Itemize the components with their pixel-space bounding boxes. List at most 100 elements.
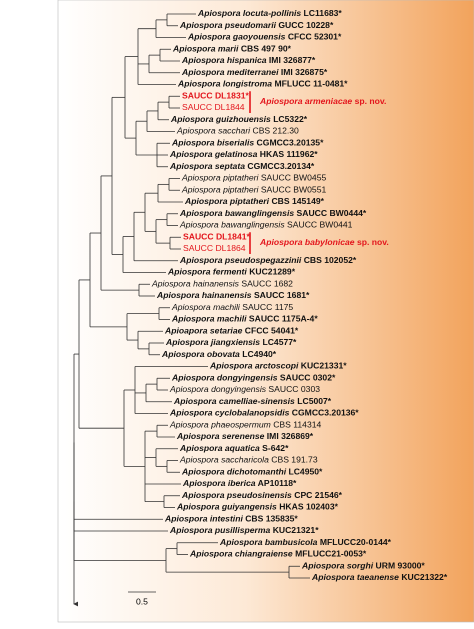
taxon-label: Apiospora septata CGMCC3.20134* [169, 161, 315, 171]
strain: CGMCC3.20136* [292, 408, 360, 418]
taxon-label: Apiospora locuta-pollinis LC11683* [197, 8, 342, 18]
strain: CGMCC3.20135* [257, 138, 325, 148]
species-name: Apiospora pusillisperma [169, 525, 271, 535]
strain: KUC21322* [401, 572, 448, 582]
species-name: Apiospora pseudomarii [179, 20, 277, 30]
species-name: Apiospora septata [169, 161, 245, 171]
strain: S-642* [262, 443, 289, 453]
clade-label: Apiospora armeniacae sp. nov. [259, 96, 386, 106]
species-name: Apiospora pseudosinensis [181, 490, 292, 500]
species-name: Apiospora camelliae-sinensis [173, 396, 295, 406]
strain: SAUCC DL1841* [183, 232, 251, 242]
species-name: Apiospora piptatheri [184, 196, 270, 206]
taxon-labels: Apiospora locuta-pollinis LC11683*Apiosp… [151, 8, 448, 582]
taxon-label: SAUCC DL1844 [182, 102, 245, 112]
species-name: Apiospora bambusicola [219, 537, 318, 547]
clade-label: Apiospora babylonicae sp. nov. [259, 237, 389, 247]
strain: LC5007* [297, 396, 332, 406]
strain: HKAS 111962* [260, 149, 318, 159]
strain: CBS 212.30 [252, 126, 299, 136]
species-name: Apiospora aquatica [179, 443, 260, 453]
taxon-label: Apiospora sorghi URM 93000* [301, 561, 425, 571]
background [57, 0, 474, 623]
strain: LC11683* [304, 8, 343, 18]
species-name: Apiospora hainanensis [156, 290, 252, 300]
strain: CFCC 52301* [288, 32, 342, 42]
taxon-label: Apiospora pseudosinensis CPC 21546* [181, 490, 343, 500]
taxon-label: Apiospora dongyingensis SAUCC 0302* [171, 373, 336, 383]
strain: SAUCC 0303 [268, 384, 320, 394]
taxon-label: SAUCC DL1841* [183, 232, 251, 242]
strain: IMI 326875* [281, 67, 328, 77]
species-name: Apiospora cyclobalanopsidis [169, 408, 290, 418]
scale-label: 0.5 [136, 596, 148, 606]
strain: SAUCC DL1844 [182, 102, 245, 112]
taxon-label: Apiospora gelatinosa HKAS 111962* [169, 149, 318, 159]
taxon-label: Apiospora bawanglingensis SAUCC BW0441 [179, 220, 353, 230]
taxon-label: Apiospora piptatheri SAUCC BW0455 [181, 173, 326, 183]
taxon-label: Apiospora guiyangensis HKAS 102403* [176, 502, 339, 512]
branches [73, 13, 310, 607]
taxon-label: Apiospora gaoyouensis CFCC 52301* [187, 32, 342, 42]
strain: URM 93000* [376, 561, 426, 571]
strain: MFLUCC20-0144* [320, 537, 392, 547]
taxon-label: Apiospora phaeospermum CBS 114314 [169, 420, 322, 430]
strain: GUCC 10228* [278, 20, 334, 30]
taxon-label: Apiospora sacchari CBS 212.30 [176, 126, 299, 136]
strain: KUC21289* [249, 267, 296, 277]
taxon-label: Apiospora obovata LC4940* [161, 349, 277, 359]
species-name: Apiospora chiangraiense [189, 549, 293, 559]
taxon-label: Apiospora pusillisperma KUC21321* [169, 525, 319, 535]
taxon-label: SAUCC DL1831* [182, 91, 250, 101]
species-name: Apiospora locuta-pollinis [197, 8, 301, 18]
taxon-label: Apiospora longistroma MFLUCC 11-0481* [177, 79, 348, 89]
strain: LC5322* [273, 114, 308, 124]
strain: SAUCC BW0444* [297, 208, 367, 218]
strain: KUC21321* [273, 525, 320, 535]
species-name: Apiospora dongyingensis [169, 384, 267, 394]
strain: CBS 135835* [245, 514, 298, 524]
strain: MFLUCC 11-0481* [274, 79, 348, 89]
taxon-label: Apiospora machili SAUCC 1175 [171, 302, 293, 312]
strain: CBS 497 90* [241, 44, 292, 54]
taxon-label: Apiospora hainanensis SAUCC 1681* [156, 290, 310, 300]
species-name: Apiospora babylonicae [259, 237, 355, 247]
species-name: Apiospora hispanica [181, 55, 267, 65]
strain: CGMCC3.20134* [247, 161, 315, 171]
strain: HKAS 102403* [279, 502, 338, 512]
taxon-label: Apiospora piptatheri SAUCC BW0551 [181, 185, 326, 195]
taxon-label: Apiospora chiangraiense MFLUCC21-0053* [189, 549, 367, 559]
species-name: Apiospora guizhouensis [170, 114, 271, 124]
taxon-label: Apiospora bawanglingensis SAUCC BW0444* [179, 208, 367, 218]
taxon-label: Apiospora saccharicola CBS 191.73 [179, 455, 318, 465]
species-name: Apiospora machili [171, 314, 247, 324]
species-name: Apiospora sacchari [176, 126, 251, 136]
species-name: Apiospora bawanglingensis [179, 208, 294, 218]
taxon-label: Apiospora guizhouensis LC5322* [170, 114, 308, 124]
species-name: Apiospora sorghi [301, 561, 374, 571]
taxon-label: Apiospora pseudomarii GUCC 10228* [179, 20, 334, 30]
taxon-label: Apiospora dichotomanthi LC4950* [181, 467, 323, 477]
taxon-label: Apiospora machili SAUCC 1175A-4* [171, 314, 318, 324]
species-name: Apiospora saccharicola [179, 455, 269, 465]
status: sp. nov. [357, 237, 389, 247]
taxon-label: Apiospora arctoscopi KUC21331* [209, 361, 347, 371]
taxon-label: Apioapora setariae CFCC 54041* [164, 326, 299, 336]
species-name: Apiospora dongyingensis [171, 373, 278, 383]
strain: CFCC 54041* [245, 326, 299, 336]
species-name: Apiospora hainanensis [151, 279, 240, 289]
strain: MFLUCC21-0053* [295, 549, 367, 559]
taxon-label: Apiospora hainanensis SAUCC 1682 [151, 279, 293, 289]
species-name: Apiospora machili [171, 302, 241, 312]
species-name: Apiospora piptatheri [181, 173, 260, 183]
species-name: Apiospora gaoyouensis [187, 32, 286, 42]
strain: SAUCC 0302* [280, 373, 336, 383]
species-name: Apiospora jiangxiensis [165, 337, 260, 347]
species-name: Apiospora biserialis [171, 138, 254, 148]
strain: SAUCC 1681* [254, 290, 310, 300]
species-name: Apiospora pseudospegazzinii [179, 255, 302, 265]
species-name: Apiospora guiyangensis [176, 502, 277, 512]
strain: IMI 326877* [269, 55, 316, 65]
species-name: Apiospora taeanense [311, 572, 399, 582]
taxon-label: SAUCC DL1864 [183, 243, 246, 253]
